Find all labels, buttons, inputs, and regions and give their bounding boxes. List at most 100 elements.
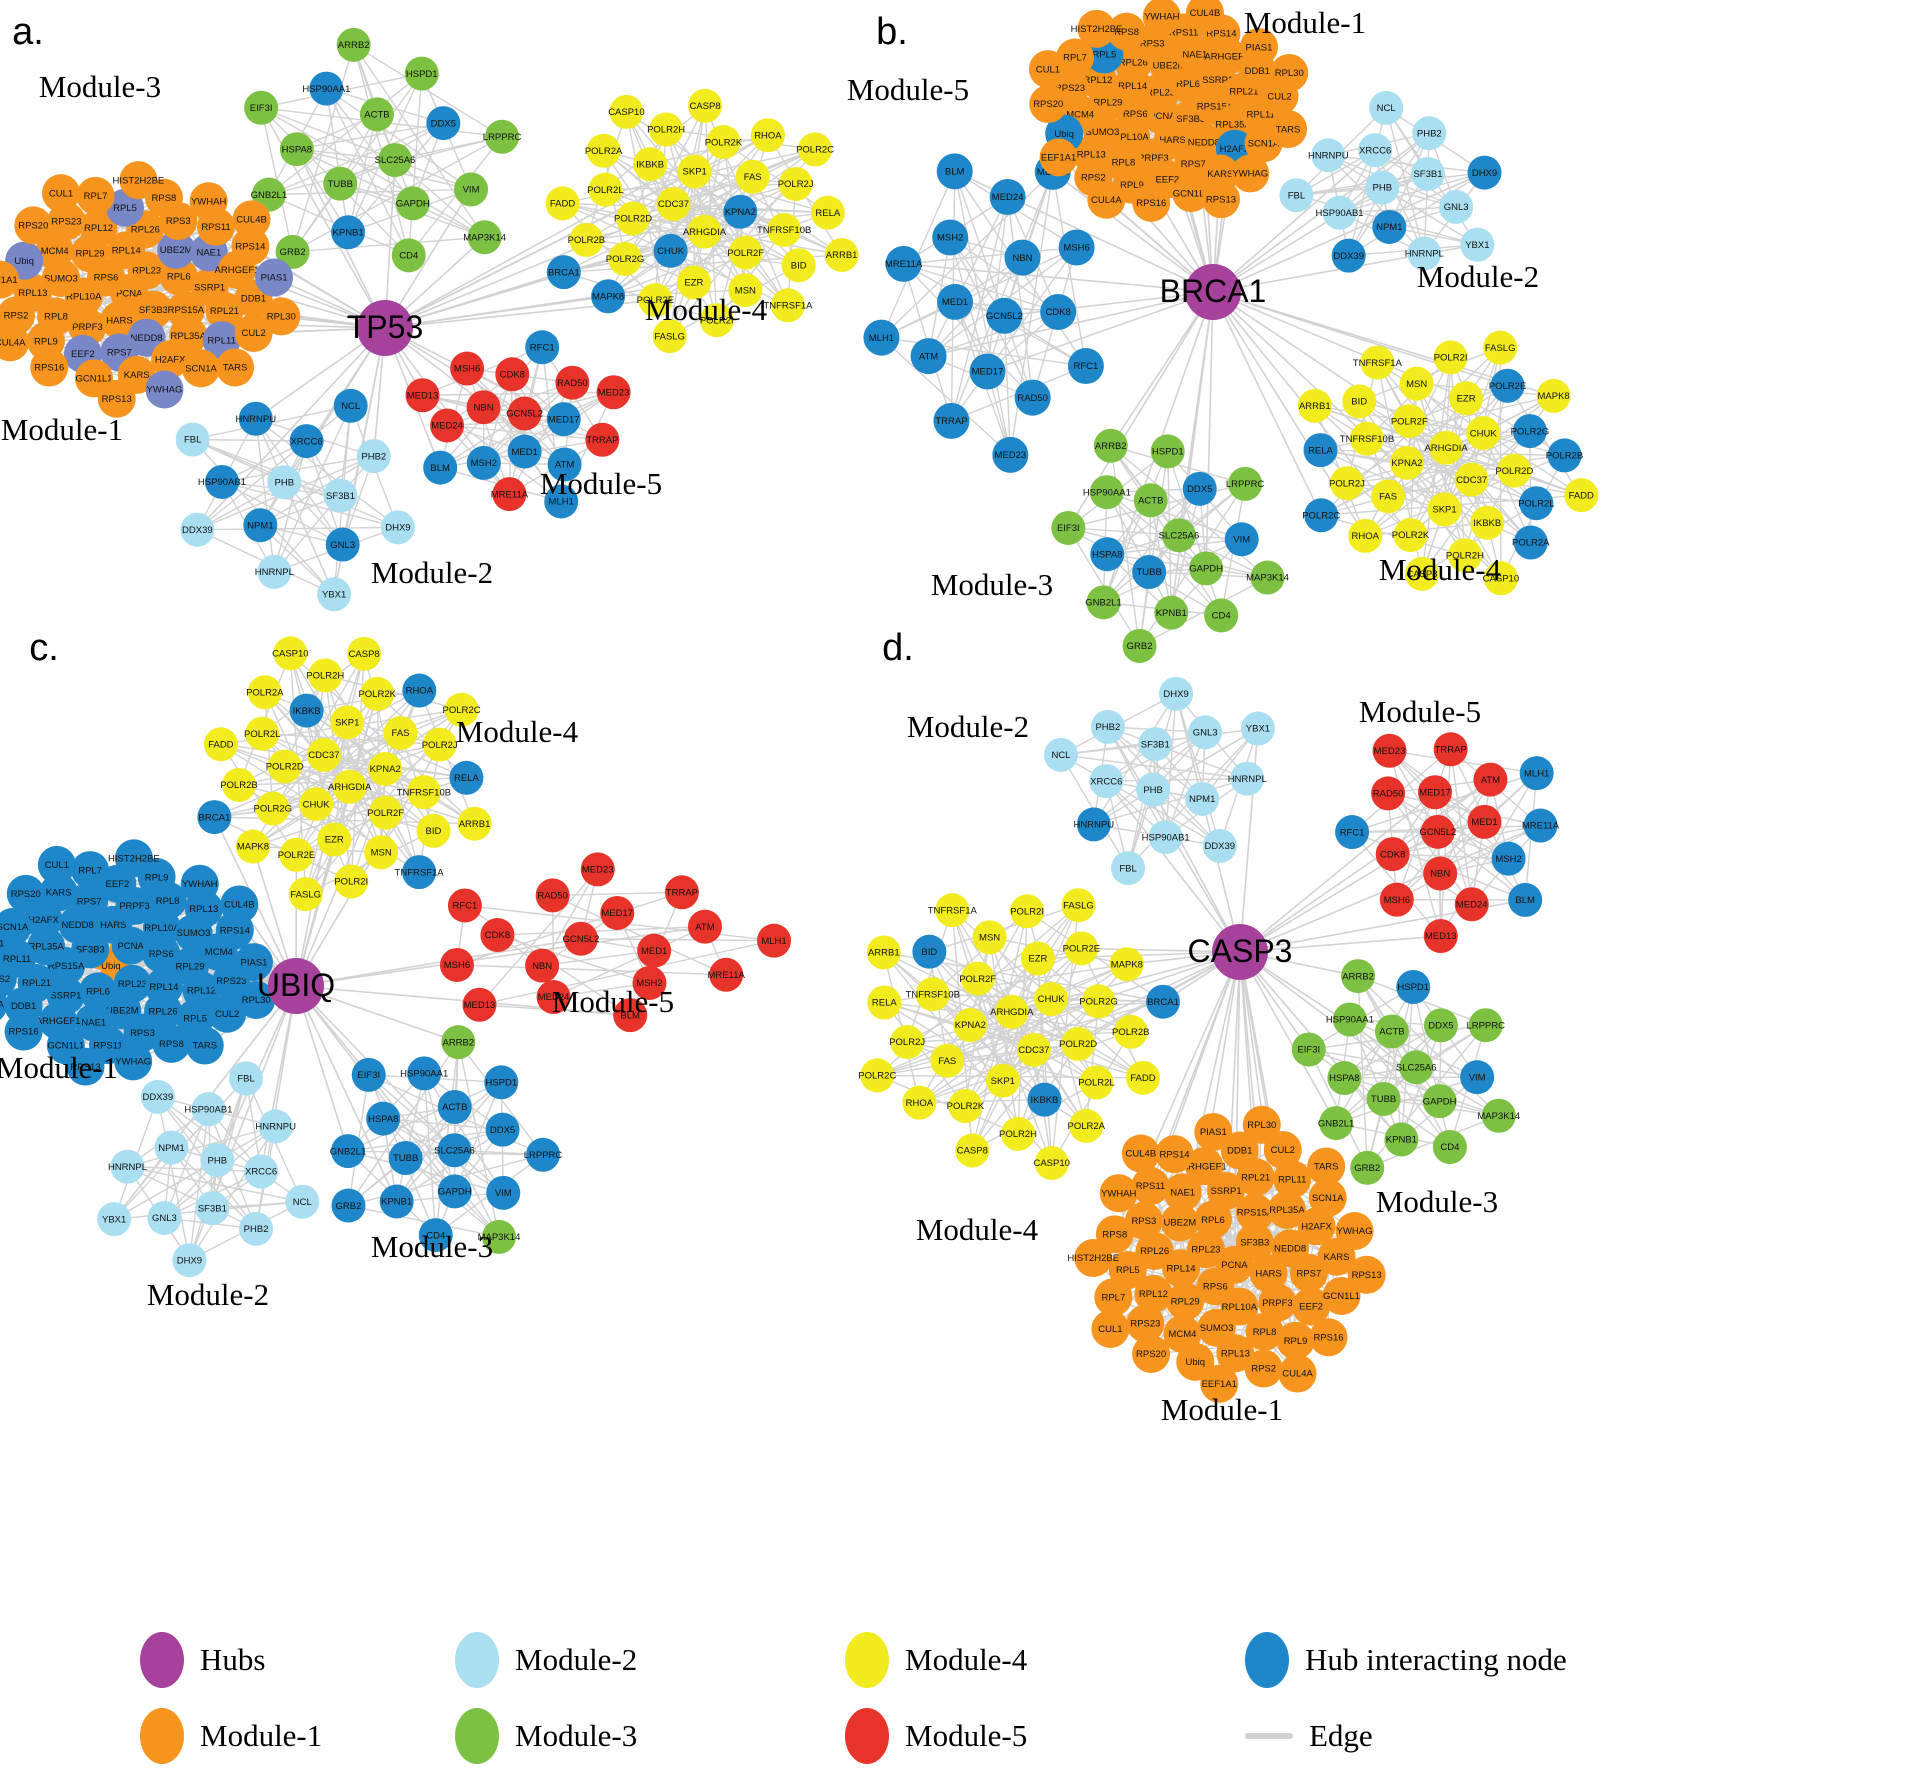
- node-label: RHOA: [754, 130, 782, 141]
- node-circle: [1410, 156, 1445, 191]
- edge: [1052, 171, 1087, 367]
- node-ACTB: ACTB: [1133, 483, 1168, 518]
- node-POLR2J: POLR2J: [778, 166, 814, 201]
- node-HIST2H2BE: HIST2H2BE: [113, 161, 164, 200]
- node-circle: [180, 512, 215, 547]
- node-NAE1: NAE1: [1163, 1173, 1202, 1212]
- node-label: MSH6: [1063, 243, 1089, 254]
- node-circle: [915, 977, 950, 1012]
- node-UBE2M: UBE2M: [157, 230, 196, 269]
- node-label: FADD: [550, 199, 575, 210]
- panel-letter: b.: [876, 11, 908, 53]
- node-circle: [1432, 1129, 1467, 1164]
- node-circle: [992, 436, 1029, 473]
- node-circle: [279, 837, 314, 872]
- node-label: TUBB: [1371, 1094, 1396, 1105]
- node-label: TRRAP: [935, 416, 967, 427]
- node-label: POLR2I: [700, 315, 734, 326]
- node-label: NCL: [1377, 103, 1396, 114]
- node-label: TNFRSF10B: [757, 225, 811, 236]
- node-circle: [325, 527, 360, 562]
- node-DDX5: DDX5: [426, 106, 461, 141]
- node-circle: [437, 1090, 472, 1125]
- node-label: BLM: [945, 167, 965, 178]
- node-circle: [1384, 1122, 1419, 1157]
- node-label: MED23: [582, 865, 614, 876]
- node-EIF3I: EIF3I: [351, 1057, 386, 1092]
- node-circle: [402, 673, 437, 708]
- node-RFC1: RFC1: [525, 330, 560, 365]
- edge: [1296, 173, 1429, 196]
- node-circle: [1319, 1106, 1354, 1141]
- node-label: SF3B3: [76, 945, 105, 956]
- node-label: DDX39: [1333, 251, 1364, 262]
- edge: [347, 114, 378, 233]
- node-POLR2L: POLR2L: [1078, 1065, 1115, 1100]
- node-label: GRB2: [336, 1201, 362, 1212]
- node-label: HNRNPL: [1228, 774, 1267, 785]
- node-label: RPL13: [189, 904, 218, 915]
- node-circle: [1303, 433, 1338, 468]
- node-RAD50: RAD50: [535, 878, 570, 913]
- module-caption: Module-4: [645, 292, 768, 327]
- edge: [604, 105, 706, 191]
- module-caption: Module-2: [907, 709, 1029, 744]
- node-label: POLR2F: [1391, 416, 1428, 427]
- node-circle: [262, 297, 301, 336]
- module-caption: Module-1: [0, 1050, 118, 1085]
- edge: [1391, 1031, 1403, 1140]
- node-label: SUMO3: [177, 928, 211, 939]
- node-circle: [1481, 1098, 1516, 1133]
- edge: [580, 938, 775, 942]
- node-RHOA: RHOA: [750, 118, 785, 153]
- node-SLC25A6: SLC25A6: [1159, 518, 1199, 553]
- node-POLR2F: POLR2F: [367, 795, 404, 830]
- node-circle: [1512, 414, 1547, 449]
- figure-legend: Hubs Module-1 Module-2 Module-3 Module-4…: [140, 1622, 1805, 1774]
- node-label: RPL21: [22, 978, 51, 989]
- node-circle: [1467, 804, 1502, 839]
- node-label: RPL10A: [66, 292, 102, 303]
- node-MED1: MED1: [937, 283, 974, 320]
- node-circle: [347, 636, 382, 671]
- node-label: RPS7: [1296, 1268, 1321, 1279]
- node-circle: [1366, 1081, 1401, 1116]
- node-circle: [197, 800, 232, 835]
- node-circle: [1497, 453, 1532, 488]
- node-circle: [185, 1026, 224, 1065]
- node-MRE11A: MRE11A: [708, 957, 745, 992]
- node-label: POLR2J: [778, 179, 814, 190]
- hub-swatch: [140, 1632, 184, 1688]
- node-circle: [331, 215, 366, 250]
- node-label: MRE11A: [491, 489, 529, 500]
- node-circle: [1001, 1116, 1036, 1151]
- node-circle: [1245, 1312, 1284, 1351]
- node-label: ARHGEF1: [215, 265, 260, 276]
- node-label: PIAS1: [1245, 42, 1272, 53]
- node-FADD: FADD: [1564, 478, 1599, 513]
- node-circle: [1372, 209, 1407, 244]
- node-HNRNPL: HNRNPL: [1405, 236, 1444, 271]
- node-PHB: PHB: [1365, 170, 1400, 205]
- node-circle: [323, 166, 358, 201]
- node-label: RELA: [815, 208, 840, 219]
- node-RFC1: RFC1: [447, 888, 482, 923]
- node-label: UBE2M: [106, 1005, 139, 1016]
- node-label: CHUK: [303, 799, 331, 810]
- edge: [1396, 824, 1541, 901]
- node-label: RPL8: [44, 312, 68, 323]
- legend-label: Module-3: [515, 1718, 638, 1753]
- node-label: RHOA: [906, 1098, 934, 1109]
- node-label: RPS16: [1313, 1332, 1343, 1343]
- node-CHUK: CHUK: [299, 787, 334, 822]
- node-circle: [1077, 9, 1116, 48]
- node-FAS: FAS: [735, 159, 770, 194]
- node-circle: [1089, 764, 1124, 799]
- node-label: NEDD8: [1274, 1243, 1306, 1254]
- node-label: SCN1A: [1312, 1193, 1344, 1204]
- edge: [113, 1159, 218, 1220]
- node-circle: [1086, 585, 1121, 620]
- node-circle: [546, 255, 581, 290]
- node-BLM: BLM: [423, 450, 458, 485]
- edge: [668, 105, 706, 337]
